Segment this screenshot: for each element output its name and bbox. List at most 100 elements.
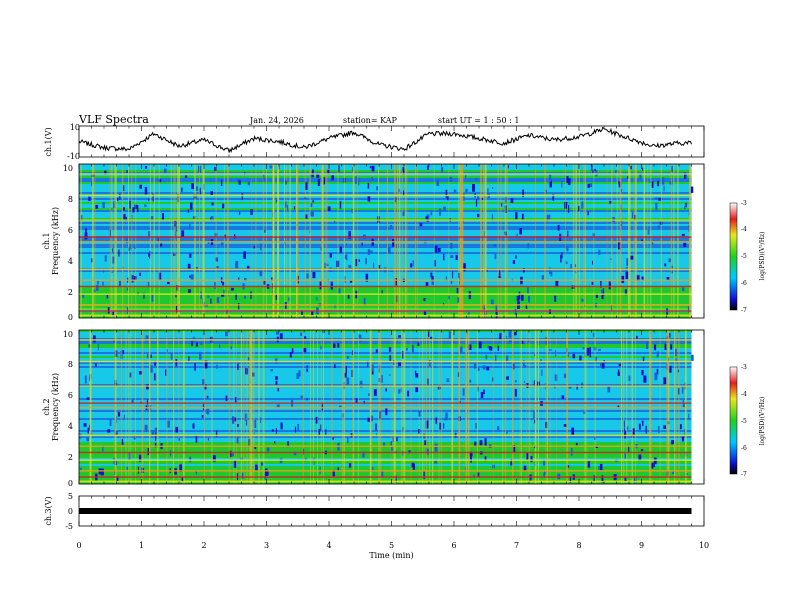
spectrogram-speckle: [681, 233, 685, 236]
spectrogram-speckle: [85, 228, 87, 236]
spectrogram-speckle: [264, 229, 266, 233]
spectrogram-speckle: [320, 424, 322, 432]
spectrogram-speckle: [181, 230, 185, 237]
spectrogram-speckle: [157, 237, 160, 243]
spectrogram-speckle: [287, 441, 289, 448]
spectrogram-speckle: [575, 442, 578, 446]
spectrogram-speckle: [234, 234, 236, 239]
spectrogram-speckle: [434, 459, 438, 464]
spectrogram-band: [79, 300, 692, 303]
ch1-spec-ytick-2: 2: [68, 288, 73, 297]
spectrogram-speckle: [252, 372, 255, 377]
spectrogram-speckle: [567, 178, 571, 185]
spectrogram-speckle: [200, 341, 203, 345]
spectrogram-speckle: [255, 464, 258, 471]
spectrogram-speckle: [317, 178, 320, 187]
spectrogram-speckle: [418, 429, 421, 434]
spectrogram-speckle: [122, 266, 124, 271]
spectrogram-speckle: [658, 197, 662, 201]
spectrogram-speckle: [145, 335, 149, 342]
spectrogram-speckle: [367, 360, 369, 367]
spectrogram-speckle: [312, 272, 316, 279]
xtick-label-8: 8: [576, 541, 581, 550]
spectrogram-speckle: [670, 344, 673, 350]
spectrogram-speckle: [148, 231, 151, 239]
spectrogram-speckle: [691, 354, 694, 361]
spectrogram-band: [79, 456, 692, 459]
spectrogram-speckle: [452, 271, 454, 279]
spectrogram-speckle: [475, 199, 478, 207]
spectrogram-speckle: [485, 354, 488, 360]
spectrogram-speckle: [175, 426, 179, 433]
spectrogram-speckle: [284, 201, 287, 208]
spectrogram-speckle: [630, 255, 634, 260]
spectrogram-speckle: [130, 244, 132, 250]
spectrogram-speckle: [311, 311, 314, 317]
spectrogram-speckle: [456, 288, 459, 294]
spectrogram-speckle: [189, 223, 191, 229]
spectrogram-speckle: [498, 269, 501, 276]
spectrogram-speckle: [519, 228, 522, 235]
spectrogram-speckle: [492, 464, 495, 469]
spectrogram-band: [79, 398, 692, 401]
spectrogram-speckle: [210, 298, 212, 304]
spectrogram-band: [79, 280, 692, 283]
spectrogram-speckle: [402, 426, 405, 431]
spectrogram-speckle: [668, 258, 671, 263]
spectrogram-speckle: [341, 413, 344, 418]
spectrogram-speckle: [298, 370, 301, 377]
spectrogram-speckle: [369, 250, 373, 253]
spectrogram-speckle: [241, 472, 244, 479]
spectrogram-speckle: [381, 470, 384, 478]
spectrogram-speckle: [450, 243, 453, 249]
spectrogram-speckle: [367, 417, 371, 422]
spectrogram-speckle: [565, 261, 568, 265]
spectrogram-speckle: [89, 424, 90, 431]
spectrogram-speckle: [125, 236, 129, 244]
spectrogram-speckle: [468, 344, 472, 350]
spectrogram-speckle: [473, 363, 477, 369]
spectrogram-speckle: [309, 173, 313, 178]
spectrogram-speckle: [365, 273, 369, 282]
spectrogram-band: [79, 352, 692, 355]
ch1-spec-ytick-4: 4: [68, 257, 73, 266]
spectrogram-speckle: [107, 429, 111, 433]
spectrogram-band: [79, 368, 692, 371]
spectrogram-speckle: [505, 231, 507, 236]
xtick-label-1: 1: [139, 541, 144, 550]
spectrogram-line: [79, 339, 692, 341]
spectrogram-speckle: [434, 245, 438, 253]
spectrogram-speckle: [658, 426, 660, 434]
spectrogram-speckle: [102, 445, 104, 452]
spectrogram-speckle: [681, 436, 684, 442]
spectrogram-speckle: [349, 280, 353, 283]
spectrogram-speckle: [214, 282, 216, 290]
spectrogram-speckle: [271, 429, 275, 432]
spectrogram-speckle: [87, 427, 89, 434]
spectrogram-speckle: [566, 176, 569, 183]
spectrogram-speckle: [609, 283, 612, 286]
spectrogram-speckle: [480, 392, 484, 399]
spectrogram-speckle: [83, 423, 87, 427]
spectrogram-speckle: [237, 178, 240, 182]
spectrogram-speckle: [371, 165, 375, 172]
spectrogram-speckle: [633, 477, 637, 484]
spectrogram-band: [79, 258, 692, 261]
spectrogram-speckle: [636, 275, 640, 281]
spectrogram-speckle: [210, 217, 212, 222]
spectrogram-speckle: [514, 331, 517, 336]
spectrogram-speckle: [567, 230, 569, 237]
spectrogram-speckle: [423, 298, 426, 302]
spectrogram-speckle: [216, 364, 218, 369]
spectrogram-speckle: [280, 422, 283, 430]
spectrogram-speckle: [250, 291, 252, 299]
spectrogram-band: [79, 388, 692, 391]
spectrogram-speckle: [592, 169, 594, 173]
spectrogram-speckle: [152, 193, 154, 202]
spectrogram-speckle: [139, 272, 141, 276]
spectrogram-speckle: [589, 355, 592, 358]
spectrogram-band: [79, 416, 692, 419]
spectrogram-speckle: [274, 441, 276, 444]
spectrogram-band: [79, 438, 692, 441]
spectrogram-band: [79, 206, 692, 209]
